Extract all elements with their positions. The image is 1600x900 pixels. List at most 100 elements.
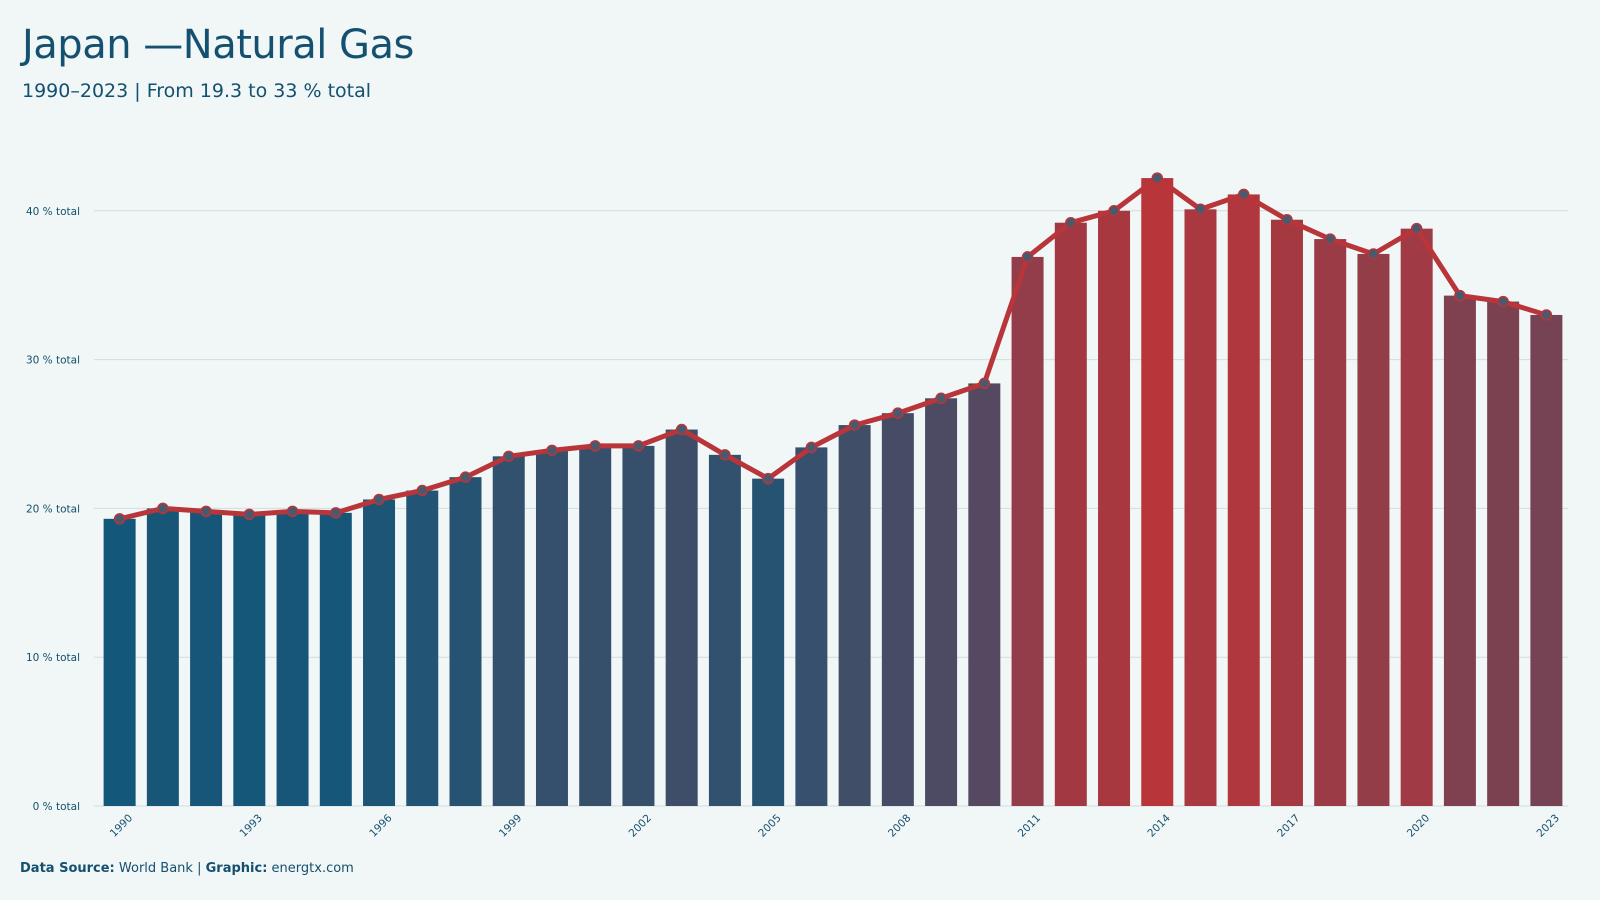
x-tick-label: 2020 <box>1405 812 1432 839</box>
point-2014 <box>1151 172 1164 184</box>
source-value: World Bank <box>118 861 193 876</box>
separator: | <box>197 861 202 876</box>
bar-2006 <box>795 447 828 806</box>
series-line <box>117 175 1549 522</box>
bar-2009 <box>925 398 958 806</box>
bar-2011 <box>1011 256 1044 807</box>
point-1994 <box>286 505 299 518</box>
point-2002 <box>632 440 645 452</box>
y-tick-label: 30 % total <box>26 355 80 367</box>
point-2008 <box>892 407 904 419</box>
point-2006 <box>805 441 818 454</box>
bar-2013 <box>1098 210 1131 807</box>
point-1991 <box>157 502 169 515</box>
point-1993 <box>243 508 256 521</box>
bar-2010 <box>968 383 1001 806</box>
source-label: Data Source: <box>20 861 115 876</box>
bar-1991 <box>146 508 179 806</box>
bar-1992 <box>190 511 223 806</box>
y-tick-label: 10 % total <box>26 652 80 664</box>
bar-1995 <box>319 512 352 806</box>
bar-2014 <box>1141 178 1174 807</box>
point-1992 <box>200 505 212 518</box>
point-2020 <box>1410 222 1423 235</box>
point-2012 <box>1065 216 1077 229</box>
point-2001 <box>589 440 601 452</box>
series-points <box>113 172 1553 525</box>
point-2017 <box>1281 213 1293 226</box>
bar-2000 <box>535 450 568 806</box>
point-2019 <box>1367 248 1380 260</box>
point-2007 <box>848 419 861 431</box>
bar-2021 <box>1443 295 1476 806</box>
bar-1993 <box>233 514 266 806</box>
graphic-label: Graphic: <box>205 861 268 876</box>
chart-title: Japan —Natural Gas <box>22 22 414 68</box>
point-2023 <box>1540 309 1553 321</box>
x-tick-label: 1990 <box>108 812 135 839</box>
bar-2004 <box>708 454 741 806</box>
point-2005 <box>762 472 774 485</box>
bar-1996 <box>363 499 396 806</box>
x-axis: 1990 1993 1996 1999 2002 2005 2008 2011 2014 2017… <box>108 812 1562 840</box>
graphic-value: energtx.com <box>271 861 354 876</box>
bar-2008 <box>881 413 914 806</box>
point-2015 <box>1194 203 1207 216</box>
y-tick-label: 40 % total <box>26 206 80 218</box>
point-2018 <box>1324 233 1336 245</box>
bar-2020 <box>1400 228 1433 806</box>
x-tick-label: 1999 <box>497 812 524 839</box>
bars <box>103 178 1563 807</box>
bar-1994 <box>276 511 309 806</box>
x-tick-label: 2023 <box>1535 812 1562 839</box>
y-tick-label: 0 % total <box>33 801 80 813</box>
bar-2017 <box>1270 219 1303 806</box>
bar-2003 <box>665 429 698 806</box>
y-axis: 0 % total 10 % total 20 % total 30 % total 4… <box>26 206 80 813</box>
bar-2012 <box>1054 222 1087 807</box>
x-tick-label: 1993 <box>238 812 265 839</box>
bar-1990 <box>103 518 136 806</box>
bar-2023 <box>1530 314 1563 806</box>
point-2021 <box>1454 289 1466 302</box>
point-2022 <box>1497 295 1509 308</box>
point-2016 <box>1237 188 1250 201</box>
point-2003 <box>675 423 688 436</box>
bar-2016 <box>1227 194 1260 806</box>
point-1996 <box>373 493 385 506</box>
y-tick-label: 20 % total <box>26 503 80 515</box>
bar-2018 <box>1314 239 1347 806</box>
point-2010 <box>978 377 991 390</box>
x-tick-label: 2008 <box>886 812 913 839</box>
point-2000 <box>546 444 558 457</box>
x-tick-label: 2014 <box>1145 812 1173 840</box>
point-2013 <box>1108 205 1120 217</box>
bar-1998 <box>449 477 482 806</box>
x-tick-label: 2002 <box>627 812 654 839</box>
bar-2022 <box>1487 301 1520 806</box>
x-tick-label: 2011 <box>1016 812 1043 839</box>
point-1990 <box>113 513 126 525</box>
point-2004 <box>719 449 731 461</box>
bar-2001 <box>579 445 612 806</box>
bar-2007 <box>838 425 871 806</box>
source-note: Data Source: World Bank | Graphic: energ… <box>20 861 354 876</box>
series-line-path <box>117 175 1549 522</box>
bar-2019 <box>1357 253 1390 806</box>
chart-subtitle: 1990–2023 | From 19.3 to 33 % total <box>22 80 372 102</box>
bar-1999 <box>492 456 525 806</box>
point-2009 <box>935 392 947 405</box>
x-tick-label: 2017 <box>1275 812 1302 839</box>
point-1998 <box>459 471 472 483</box>
gridlines <box>94 210 1568 807</box>
point-2011 <box>1021 251 1034 263</box>
point-1995 <box>330 507 342 519</box>
bar-2005 <box>752 478 785 806</box>
x-tick-label: 1996 <box>367 812 395 840</box>
x-tick-label: 2005 <box>756 812 783 839</box>
bar-2002 <box>622 445 655 806</box>
point-1997 <box>416 484 429 497</box>
bar-2015 <box>1184 209 1217 806</box>
point-1999 <box>502 450 515 463</box>
